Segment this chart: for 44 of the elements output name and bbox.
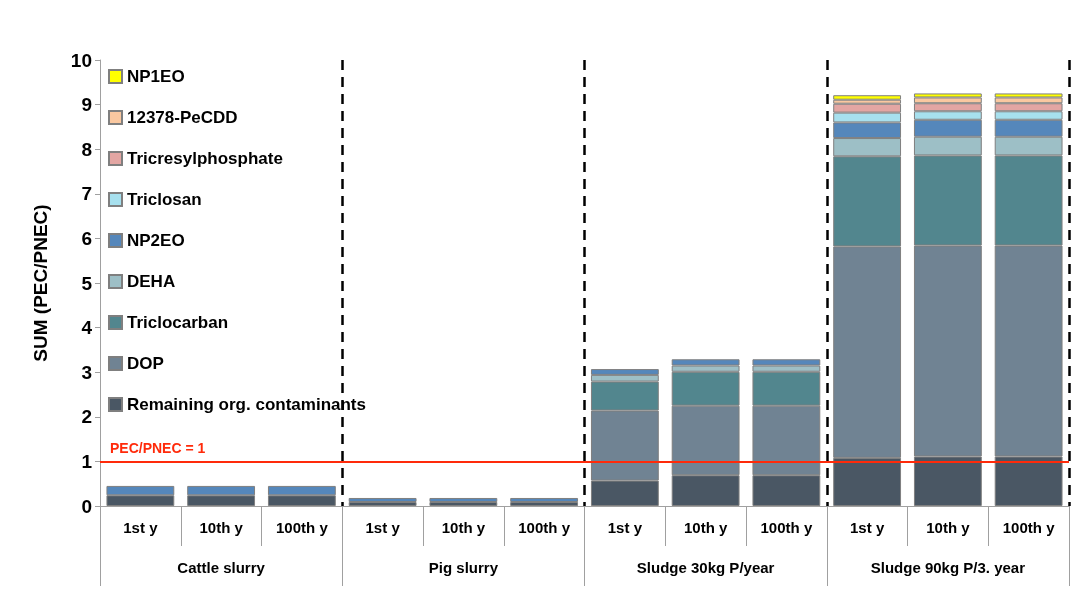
x-tick-label: 10th y	[199, 519, 244, 536]
bar	[348, 501, 417, 506]
x-tick-label: 100th y	[518, 519, 571, 536]
text: Sludge 90kg P/3. year	[870, 559, 1026, 576]
legend-label: Tricresylphosphate	[127, 149, 283, 168]
bar	[510, 497, 579, 502]
x-tick-label: 10th y	[926, 519, 971, 536]
x-tick-label: 1st y	[607, 519, 643, 536]
text: Pig slurry	[428, 559, 499, 576]
y-tick-label: 4	[81, 317, 93, 339]
y-tick-label: 2	[81, 406, 92, 428]
text: Sludge 30kg P/year	[636, 559, 775, 576]
y-tick-label: 10	[70, 49, 92, 71]
x-tick-label: 100th y	[1002, 519, 1056, 536]
legend-label: Triclosan	[127, 190, 202, 209]
legend-label: DEHA	[127, 272, 176, 291]
y-tick-label: 9	[81, 94, 92, 116]
legend-label: DOP	[127, 354, 164, 373]
bar	[429, 497, 498, 502]
y-tick-label: 3	[81, 361, 92, 383]
legend-label: NP2EO	[127, 231, 185, 250]
y-tick-label: 1	[81, 450, 93, 472]
y-axis-title: SUM (PEC/PNEC)	[30, 204, 51, 362]
x-tick-label: 100th y	[760, 519, 813, 536]
y-tick-label: 8	[81, 138, 92, 160]
x-tick-label: 1st y	[123, 519, 159, 536]
x-tick-label: 1st y	[365, 519, 401, 536]
legend-label: Triclocarban	[127, 313, 229, 332]
x-tick-label: 100th y	[276, 519, 329, 536]
ref-line-label: PEC/PNEC = 1	[110, 440, 206, 457]
bar	[429, 501, 498, 506]
x-tick-label: 10th y	[441, 519, 486, 536]
bar	[348, 497, 417, 502]
text: Cattle slurry	[177, 559, 266, 576]
bar	[833, 95, 902, 100]
y-tick-label: 0	[81, 495, 92, 517]
bar	[510, 501, 579, 506]
legend-label: 12378-PeCDD	[127, 108, 238, 127]
legend-label: NP1EO	[127, 67, 185, 86]
y-tick-label: 6	[81, 227, 92, 249]
x-tick-label: 10th y	[683, 519, 728, 536]
y-tick-label: 5	[81, 272, 93, 294]
y-tick-label: 7	[81, 183, 92, 205]
x-tick-label: 1st y	[850, 519, 885, 536]
